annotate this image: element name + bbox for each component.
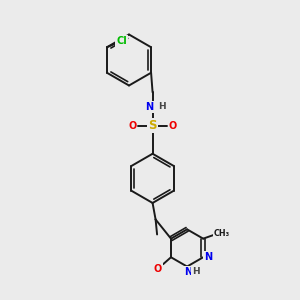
Text: O: O [169,121,177,131]
Text: O: O [128,121,136,131]
Text: S: S [148,119,157,132]
Text: N: N [184,267,192,277]
Text: N: N [145,102,153,112]
Text: Cl: Cl [116,36,127,46]
Text: H: H [158,102,165,111]
Text: CH₃: CH₃ [214,229,230,238]
Text: O: O [154,264,162,274]
Text: H: H [192,268,199,277]
Text: N: N [204,252,212,262]
